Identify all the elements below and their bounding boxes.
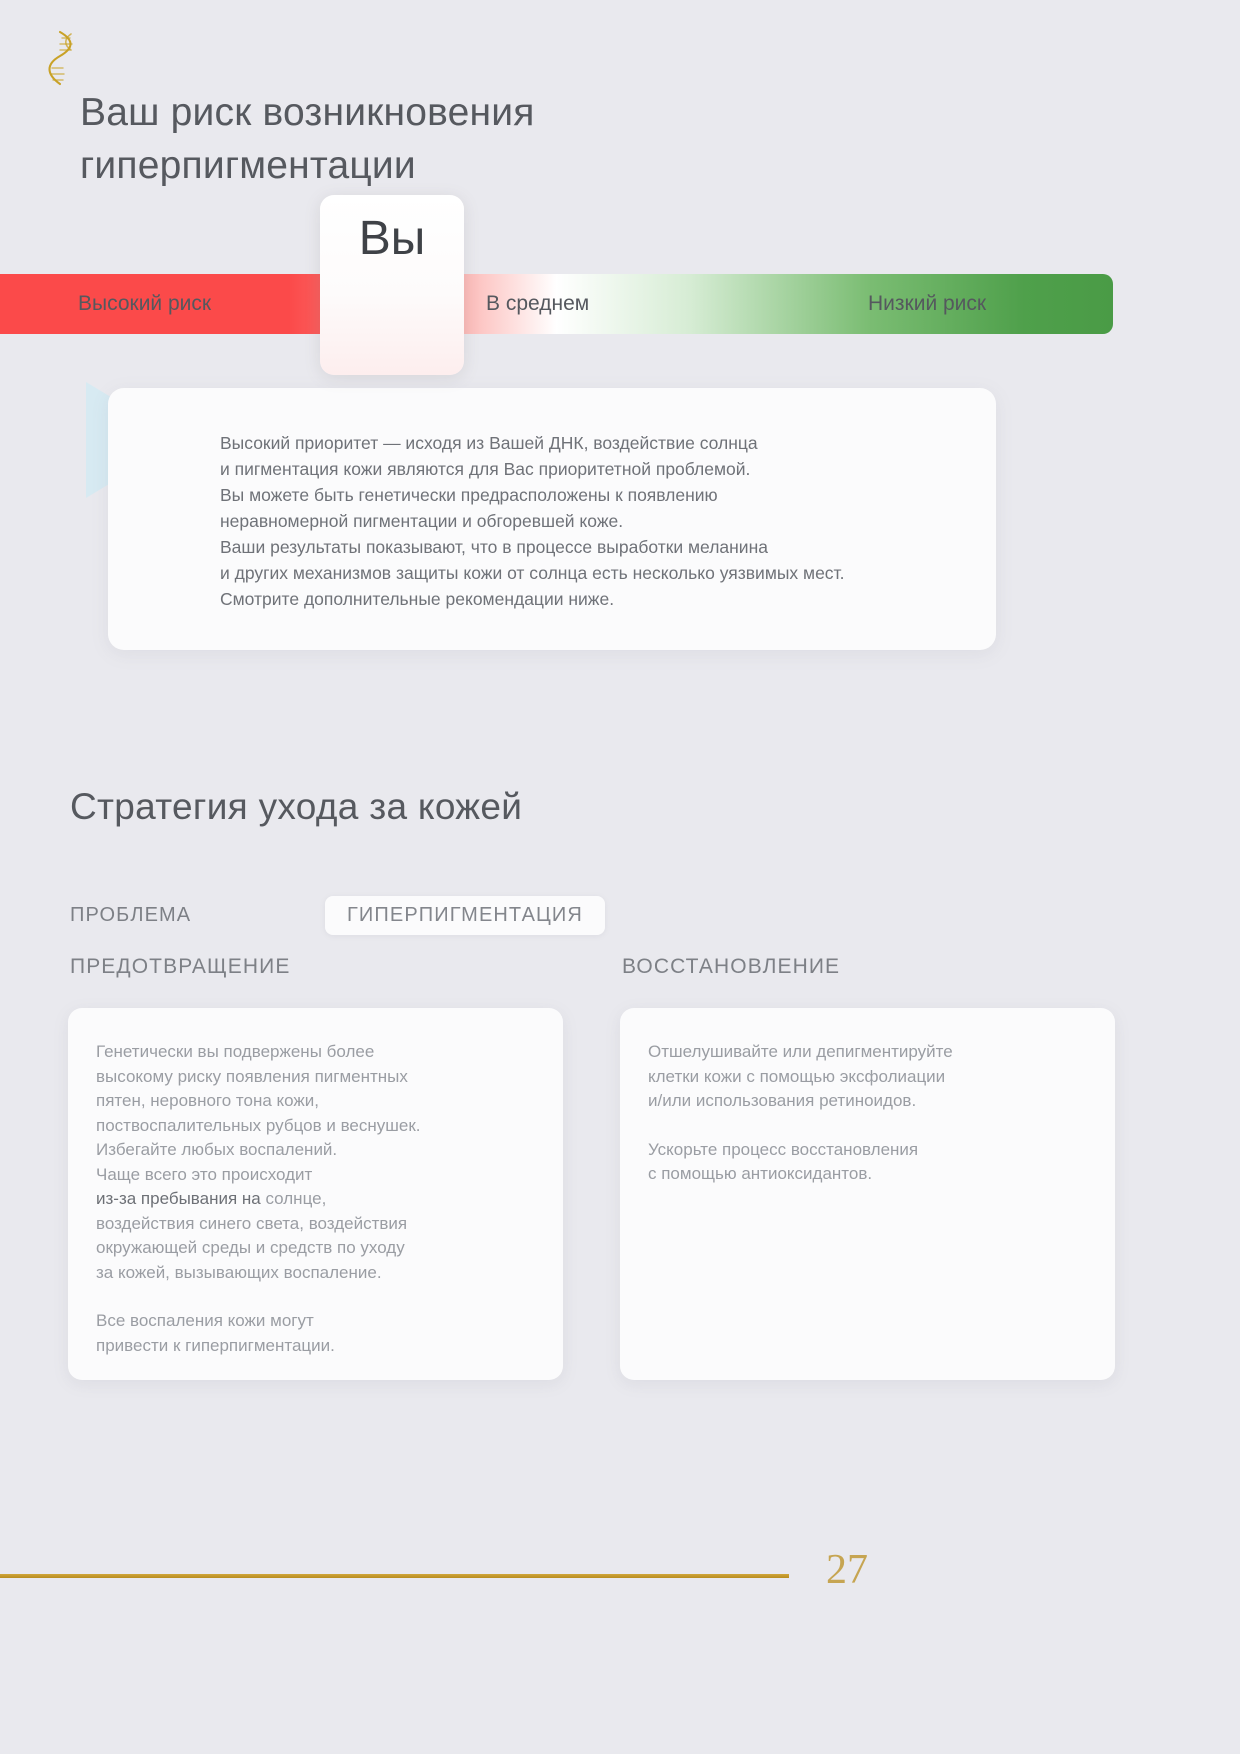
prevention-paragraph-2: Все воспаления кожи могут привести к гип… <box>96 1311 335 1355</box>
column-heading-prevention: ПРЕДОТВРАЩЕНИЕ <box>70 955 291 978</box>
you-marker-label: Вы <box>358 212 426 265</box>
problem-row: ПРОБЛЕМА ГИПЕРПИГМЕНТАЦИЯ <box>70 896 605 935</box>
recovery-card: Отшелушивайте или депигментируйте клетки… <box>620 1008 1115 1380</box>
prevention-text-emphasis: из-за пребывания на <box>96 1189 261 1208</box>
risk-gradient-bar <box>0 274 1113 334</box>
problem-label: ПРОБЛЕМА <box>70 904 192 926</box>
risk-label-high: Высокий риск <box>78 292 212 315</box>
recovery-paragraph-1: Отшелушивайте или депигментируйте клетки… <box>648 1042 953 1110</box>
section-title-strategy: Стратегия ухода за кожей <box>70 786 523 827</box>
dna-helix-icon <box>44 28 90 88</box>
page-title: Ваш риск возникновения гиперпигментации <box>80 91 535 187</box>
risk-scale: Высокий риск В среднем Низкий риск <box>0 274 1113 334</box>
summary-text: Высокий приоритет — исходя из Вашей ДНК,… <box>220 433 845 609</box>
prevention-text-a: Генетически вы подвержены более высокому… <box>96 1042 421 1184</box>
problem-value-pill[interactable]: ГИПЕРПИГМЕНТАЦИЯ <box>325 896 605 935</box>
prevention-text-b: солнце, воздействия синего света, воздей… <box>96 1189 408 1282</box>
footer-rule <box>0 1574 789 1578</box>
risk-label-mid: В среднем <box>486 292 590 315</box>
page-number: 27 <box>826 1547 868 1593</box>
you-marker: Вы <box>320 195 464 375</box>
column-heading-recovery: ВОССТАНОВЛЕНИЕ <box>622 955 841 978</box>
risk-label-low: Низкий риск <box>868 292 987 315</box>
prevention-paragraph-1: Генетически вы подвержены более высокому… <box>96 1040 537 1285</box>
summary-callout: Высокий приоритет — исходя из Вашей ДНК,… <box>108 388 996 650</box>
prevention-card: Генетически вы подвержены более высокому… <box>68 1008 563 1380</box>
recovery-paragraph-2: Ускорьте процесс восстановления с помощь… <box>648 1139 919 1184</box>
